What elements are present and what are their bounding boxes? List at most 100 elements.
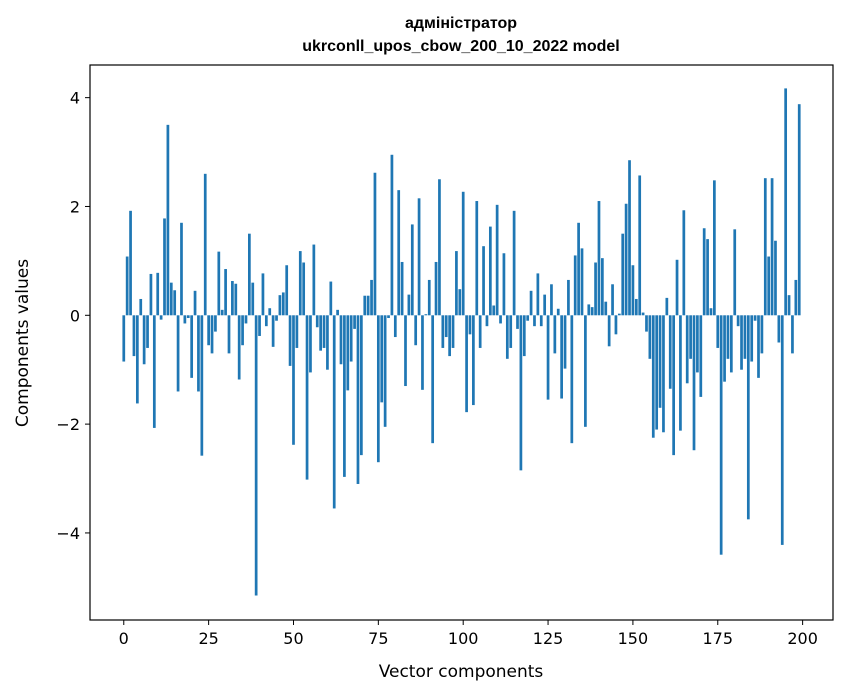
- bar-component-178: [726, 315, 730, 359]
- bar-component-20: [190, 315, 194, 378]
- bar-component-8: [149, 273, 153, 316]
- bar-component-114: [509, 315, 513, 348]
- bar-component-106: [482, 246, 485, 316]
- bar-component-130: [563, 315, 567, 369]
- bar-component-113: [505, 315, 509, 359]
- bar-component-28: [217, 251, 221, 316]
- bar-component-30: [224, 269, 227, 316]
- bar-component-22: [197, 315, 200, 392]
- bar-component-118: [522, 315, 526, 357]
- bar-component-112: [502, 253, 506, 316]
- bar-component-160: [665, 297, 669, 316]
- bar-component-70: [360, 315, 363, 456]
- bar-component-124: [543, 294, 547, 316]
- bar-component-137: [587, 304, 591, 316]
- bar-component-188: [760, 315, 764, 354]
- bar-component-36: [244, 315, 248, 324]
- bar-component-65: [343, 315, 346, 477]
- bar-component-140: [597, 201, 601, 316]
- bar-component-94: [441, 315, 445, 348]
- bar-component-159: [662, 315, 665, 433]
- bar-component-172: [706, 239, 709, 316]
- bar-component-77: [383, 315, 387, 427]
- bar-component-32: [231, 281, 234, 316]
- bar-component-187: [757, 315, 760, 378]
- bar-component-76: [380, 315, 384, 403]
- bar-component-21: [193, 290, 197, 316]
- bar-component-86: [414, 315, 418, 346]
- bar-component-71: [363, 295, 367, 316]
- bar-component-174: [713, 180, 716, 316]
- plot-frame: [89, 64, 834, 621]
- bar-component-19: [186, 315, 190, 319]
- bar-component-183: [743, 315, 747, 359]
- bar-component-170: [699, 315, 703, 397]
- y-axis-ticks: −4 −2 0 2 4: [56, 89, 90, 543]
- bar-component-82: [400, 261, 404, 316]
- bar-component-68: [353, 315, 356, 329]
- bar-component-105: [478, 315, 482, 348]
- bar-component-61: [329, 281, 333, 316]
- y-tick-label: −4: [56, 524, 80, 543]
- bar-component-192: [774, 240, 777, 316]
- bar-component-186: [753, 315, 757, 321]
- bar-component-145: [614, 315, 618, 335]
- bar-component-132: [570, 315, 574, 444]
- x-tick-label: 175: [702, 629, 733, 648]
- bar-component-177: [723, 315, 726, 382]
- bar-component-128: [556, 308, 560, 316]
- bar-component-6: [142, 315, 146, 365]
- bar-component-63: [336, 309, 339, 316]
- x-tick-label: 125: [533, 629, 564, 648]
- bar-component-84: [407, 294, 411, 316]
- bar-component-175: [716, 315, 720, 348]
- bar-component-136: [584, 315, 587, 427]
- bar-component-144: [611, 284, 614, 316]
- bar-component-126: [550, 284, 553, 316]
- bar-component-117: [519, 315, 523, 471]
- y-tick-label: 4: [70, 89, 80, 108]
- bar-series: [122, 88, 801, 596]
- bar-component-80: [393, 315, 397, 338]
- bar-component-141: [601, 258, 604, 316]
- bar-component-95: [444, 315, 448, 338]
- bar-component-56: [312, 244, 316, 316]
- bar-component-7: [146, 315, 149, 348]
- bar-component-16: [176, 315, 180, 392]
- bar-component-103: [472, 315, 475, 406]
- bar-component-171: [702, 228, 706, 316]
- bar-component-152: [638, 175, 642, 316]
- bar-component-138: [590, 307, 594, 316]
- bar-component-15: [173, 290, 177, 316]
- bar-component-2: [129, 210, 132, 316]
- bar-component-189: [763, 178, 767, 316]
- bar-component-52: [298, 251, 302, 316]
- bar-component-158: [658, 315, 662, 408]
- bar-component-57: [315, 315, 319, 328]
- x-tick-label: 50: [283, 629, 303, 648]
- bar-component-96: [448, 315, 451, 357]
- bar-component-115: [512, 210, 516, 316]
- bar-component-90: [427, 279, 431, 316]
- bar-component-9: [152, 315, 156, 428]
- y-tick-label: 2: [70, 197, 80, 216]
- bar-component-29: [220, 309, 224, 316]
- bar-component-74: [373, 172, 377, 316]
- bar-component-69: [356, 315, 360, 484]
- bar-component-53: [302, 262, 306, 316]
- bar-component-0: [122, 315, 126, 362]
- bar-component-25: [207, 315, 210, 346]
- bar-component-120: [529, 290, 533, 316]
- chart-title-line-1: адміністратор: [405, 15, 517, 32]
- bar-component-42: [264, 315, 268, 327]
- bar-component-155: [648, 315, 652, 359]
- bar-component-60: [326, 315, 329, 370]
- bar-component-197: [791, 315, 794, 354]
- bar-component-193: [777, 315, 781, 343]
- bar-component-66: [346, 315, 350, 391]
- bar-component-173: [709, 308, 713, 316]
- bar-component-102: [468, 315, 472, 335]
- bar-component-24: [203, 173, 207, 316]
- bar-component-107: [485, 315, 489, 327]
